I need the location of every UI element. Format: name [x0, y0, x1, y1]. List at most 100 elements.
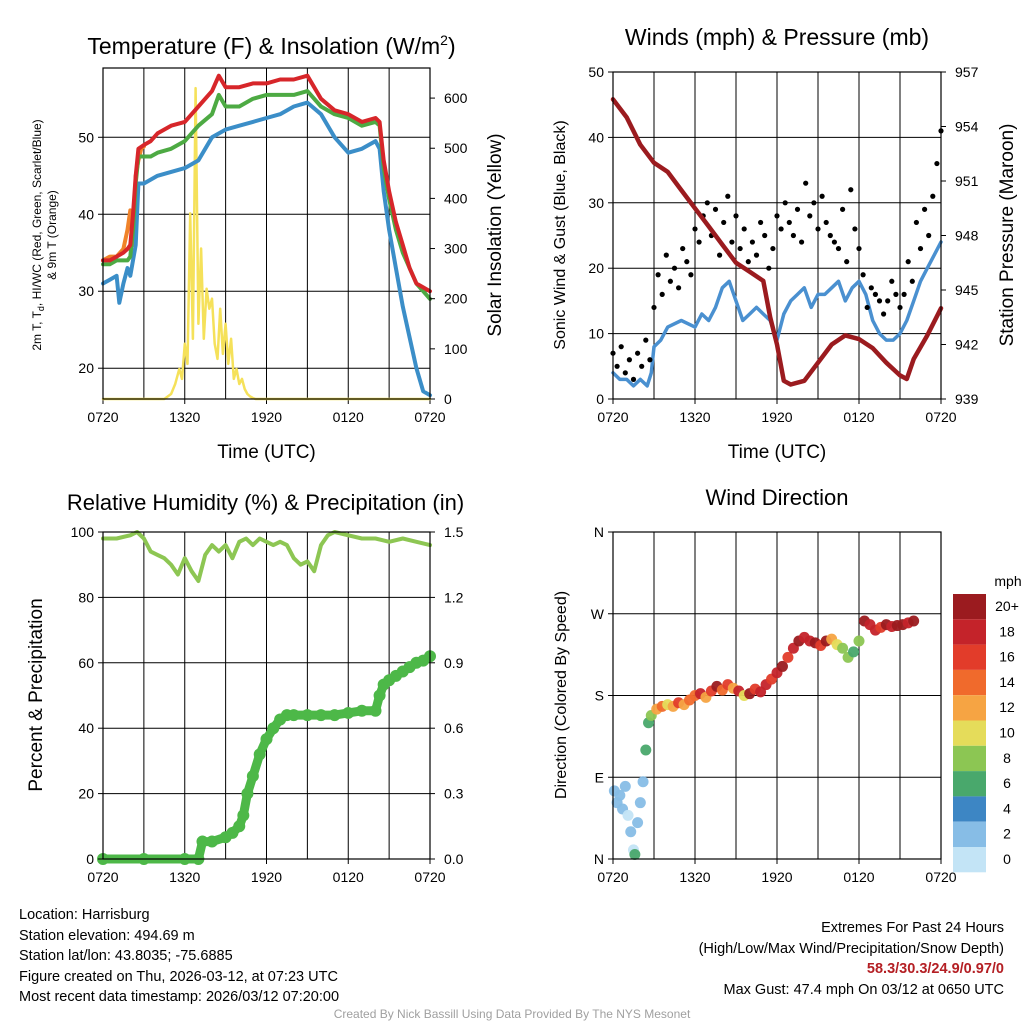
y2-tick-label: 0.0	[444, 851, 464, 867]
gust-point	[807, 213, 813, 219]
y2-tick-label: 100	[444, 341, 468, 357]
precip-point	[253, 748, 266, 761]
y-axis-label: Direction (Colored By Speed)	[553, 591, 570, 799]
precip-point	[246, 770, 259, 783]
y2-tick-label: 500	[444, 140, 468, 156]
gust-point	[758, 219, 764, 226]
chart-panel-1: 0720 1320 1920 0120 0720 Temperature (F) & In…	[30, 32, 506, 463]
plot-frame	[102, 67, 431, 400]
gust-point	[889, 278, 895, 284]
y2-tick-label: 954	[955, 119, 979, 135]
x-tick-label: 0120	[333, 409, 364, 425]
y-tick-label: 40	[78, 206, 94, 222]
gust-point	[905, 259, 911, 265]
gust-point	[614, 363, 620, 369]
gust-point	[790, 232, 797, 239]
y2-tick-label: 400	[444, 190, 468, 206]
y2-axis-label: Station Pressure (Maroon)	[997, 124, 1018, 347]
chart-panel-2: 0720 1320 1920 0120 0720 Winds (mph) & Pressu…	[552, 24, 1018, 463]
colorbar-label: 8	[1003, 750, 1011, 766]
gust-point	[831, 239, 838, 245]
extremes-title: Extremes For Past 24 Hours	[821, 920, 1004, 936]
y-tick-label: 20	[78, 786, 94, 802]
gust-point	[794, 206, 801, 212]
x-tick-label: 0720	[87, 869, 118, 885]
gust-point	[909, 278, 915, 284]
y2-tick-label: 0.3	[444, 786, 464, 802]
colorbar-label: 16	[999, 649, 1015, 665]
y2-tick-label: 0.9	[444, 655, 464, 671]
direction-point	[776, 660, 788, 672]
gust-point	[864, 304, 870, 311]
gust-point	[819, 193, 825, 199]
gust-point	[688, 272, 694, 278]
colorbar-swatch	[953, 695, 986, 721]
gust-point	[881, 311, 887, 317]
y-axis-label: 2m T, Td, HI/WC (Red, Green, Scarlet/Blu…	[30, 119, 46, 350]
direction-point	[853, 635, 865, 647]
chart-title: Wind Direction	[705, 485, 848, 510]
x-axis-label: Time (UTC)	[728, 442, 827, 463]
gust-point	[848, 187, 854, 193]
gust-point	[852, 226, 858, 232]
precip-point	[287, 709, 300, 722]
precip-point	[328, 709, 341, 722]
gust-point	[622, 370, 628, 376]
x-tick-label: 0120	[843, 869, 874, 885]
x-tick-label: 0720	[597, 869, 628, 885]
colorbar-swatch	[953, 847, 986, 873]
gust-point	[618, 344, 624, 350]
gust-point	[766, 265, 772, 271]
gust-point	[913, 219, 920, 226]
series-sonic-wind	[611, 240, 943, 388]
x-tick-label: 0720	[925, 869, 956, 885]
station-info: Location: Harrisburg Station elevation: …	[19, 905, 339, 1008]
y2-tick-label: 1.5	[444, 524, 464, 540]
x-tick-label: 1320	[679, 869, 710, 885]
gust-point	[676, 285, 682, 291]
x-tick-label: 1920	[251, 869, 282, 885]
y-axis-label-line2: & 9m T (Orange)	[45, 190, 59, 280]
colorbar-swatch	[953, 669, 986, 696]
gust-point	[725, 193, 731, 199]
precip-point	[373, 689, 386, 702]
y-tick-label: 0	[596, 391, 604, 407]
gust-point	[680, 245, 686, 252]
extremes-panel: Extremes For Past 24 Hours (High/Low/Max…	[699, 918, 1004, 1000]
gust-point	[930, 193, 936, 199]
gust-point	[786, 219, 792, 226]
y-tick-label: W	[591, 606, 605, 622]
chart-title: Winds (mph) & Pressure (mb)	[625, 24, 929, 50]
y-tick-label: S	[595, 688, 604, 704]
chart-panel-3: 0720 1320 1920 0120 0720 Relative Humidity (%…	[26, 490, 464, 885]
y2-tick-label: 939	[955, 391, 979, 407]
gust-point	[749, 239, 756, 245]
colorbar-label: 6	[1003, 775, 1011, 791]
gust-point	[815, 226, 821, 232]
gust-point	[823, 219, 829, 226]
precip-point	[260, 733, 273, 746]
y-tick-label: 80	[78, 589, 94, 605]
colorbar-label: 0	[1003, 851, 1011, 867]
direction-point	[614, 789, 626, 801]
gust-point	[856, 245, 862, 252]
gust-point	[934, 160, 940, 167]
colorbar-swatch	[953, 771, 986, 797]
gust-point	[762, 232, 768, 239]
gust-point	[655, 272, 661, 278]
gust-point	[917, 245, 924, 252]
precip-point	[301, 709, 314, 722]
gust-point	[835, 245, 842, 252]
direction-point	[908, 615, 920, 627]
colorbar-swatch	[953, 644, 986, 670]
gust-point	[770, 245, 776, 252]
gust-point	[626, 357, 633, 363]
y2-tick-label: 942	[955, 337, 979, 353]
precip-point	[206, 835, 218, 848]
y2-tick-label: 1.2	[444, 589, 464, 605]
direction-point	[637, 776, 649, 788]
gust-point	[663, 252, 669, 258]
gust-point	[774, 213, 780, 219]
chart-panel-4: 0720 1320 1920 0120 0720 Wind Direction N E S W N D…	[553, 485, 1022, 885]
y-tick-label: N	[594, 524, 604, 540]
